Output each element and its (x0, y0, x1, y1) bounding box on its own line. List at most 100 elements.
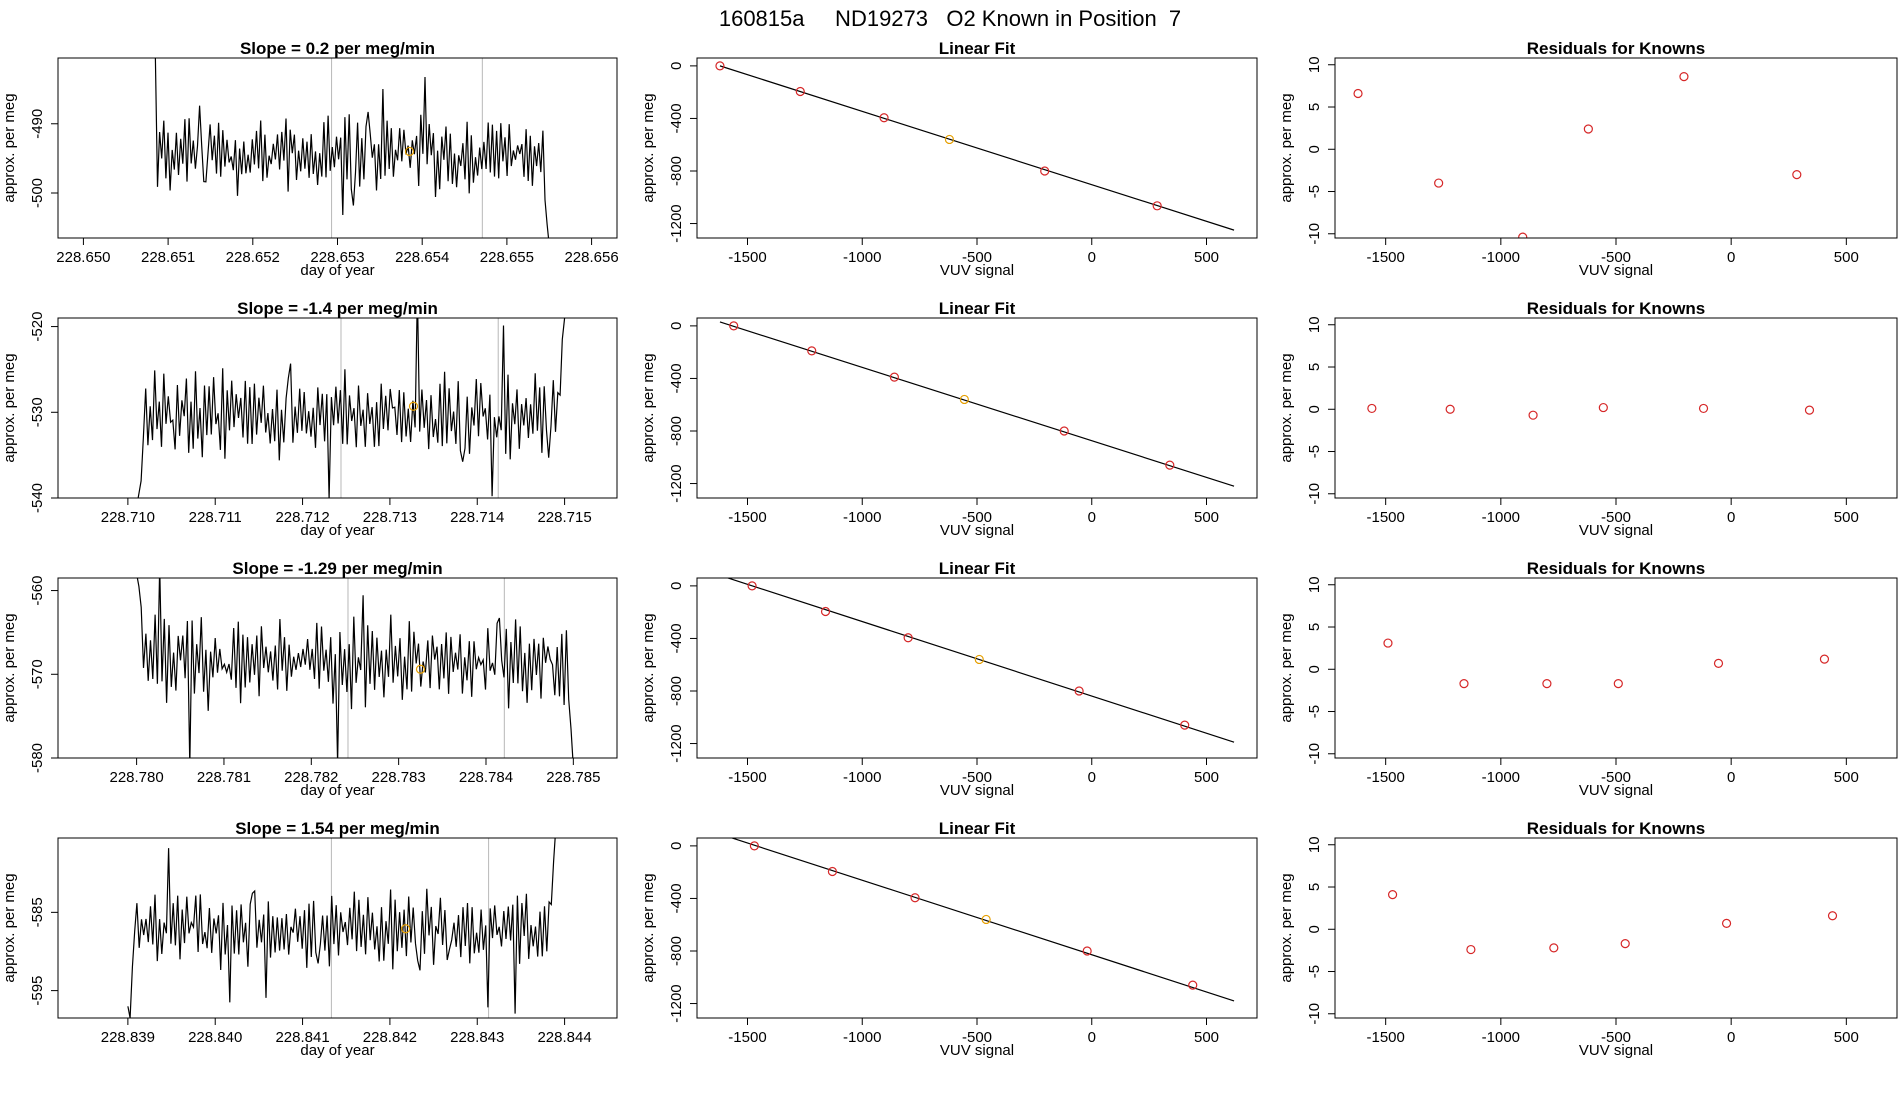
y-tick-label: 0 (1306, 925, 1323, 933)
plot-area (1367, 402, 1815, 420)
panel-title: Linear Fit (939, 39, 1016, 58)
x-axis-label: VUV signal (940, 782, 1014, 799)
y-tick-label: 0 (668, 582, 685, 590)
y-tick-label: -400 (668, 103, 685, 133)
x-tick-label: -1500 (728, 1029, 766, 1046)
panel-title: Linear Fit (939, 819, 1016, 838)
residual-point (1434, 178, 1444, 188)
plot-frame (696, 577, 1258, 759)
plot-area (137, 318, 566, 498)
trace-panel-3: Slope = -1.29 per meg/min 228.780 228.781 2… (1, 559, 618, 799)
y-tick-label: -800 (668, 156, 685, 186)
x-tick-label: -1500 (1366, 509, 1404, 526)
y-axis-label: approx. per meg (640, 873, 657, 982)
x-tick-label: 0 (1727, 1029, 1735, 1046)
y-tick-label: 0 (668, 322, 685, 330)
plot-frame (1334, 837, 1898, 1019)
fit-panel-1: Linear Fit -1500 -1000 -500 0 500 VUV signal -1… (640, 39, 1258, 279)
residual-point (1679, 71, 1689, 82)
plot-area (719, 321, 1235, 487)
fit-panel-3: Linear Fit -1500 -1000 -500 0 500 VUV signal -1… (640, 559, 1258, 799)
x-axis-label: VUV signal (1579, 522, 1653, 539)
y-tick-label: -10 (1306, 223, 1323, 245)
plot-frame (696, 317, 1258, 499)
highlight-point (408, 401, 419, 411)
trace-panel-2: Slope = -1.4 per meg/min 228.710 228.711 22… (1, 299, 618, 539)
y-tick-label: -530 (29, 397, 46, 427)
y-tick-label: -10 (1306, 743, 1323, 765)
y-tick-label: -800 (668, 676, 685, 706)
x-tick-label: 0 (1088, 769, 1096, 786)
residual-point (1445, 404, 1455, 414)
y-tick-label: -5 (1306, 965, 1323, 978)
residual-point (1583, 124, 1593, 134)
residual-point (1367, 403, 1377, 414)
x-tick-label: -500 (962, 1029, 992, 1046)
fit-line (726, 578, 1235, 743)
residual-point (1819, 654, 1830, 664)
residual-point (1528, 410, 1538, 420)
panel-title: Slope = -1.4 per meg/min (237, 299, 438, 318)
known-point (795, 86, 805, 97)
y-axis-label: approx. per meg (1, 93, 18, 202)
plot-frame (57, 577, 618, 759)
x-axis-label: day of year (300, 1042, 374, 1059)
trace-line (154, 58, 550, 238)
panel-title: Linear Fit (939, 299, 1016, 318)
known-point (1059, 426, 1069, 436)
known-point (820, 606, 831, 617)
plot-area (136, 578, 574, 758)
x-tick-label: 228.656 (564, 249, 618, 266)
x-tick-label: -1000 (1482, 769, 1520, 786)
x-tick-label: -1500 (1366, 249, 1404, 266)
fit-line (719, 321, 1235, 487)
x-axis-label: VUV signal (1579, 1042, 1653, 1059)
x-tick-label: 228.650 (56, 249, 110, 266)
x-axis-label: VUV signal (1579, 782, 1653, 799)
x-tick-label: 228.783 (372, 769, 426, 786)
x-axis-label: day of year (300, 522, 374, 539)
residual-point (1713, 658, 1724, 668)
y-tick-label: -595 (29, 976, 46, 1006)
y-tick-label: 0 (1306, 665, 1323, 673)
plot-area (1387, 890, 1838, 955)
y-tick-label: -1200 (668, 464, 685, 502)
y-tick-label: -800 (668, 416, 685, 446)
x-tick-label: -1500 (728, 769, 766, 786)
x-tick-label: 0 (1727, 249, 1735, 266)
plot-frame (57, 837, 618, 1019)
x-tick-label: 228.715 (537, 509, 591, 526)
fit-line (719, 65, 1235, 231)
known-point (879, 113, 889, 123)
residuals-panel-1: Residuals for Knowns -1500 -1000 -500 0 500 VU… (1278, 39, 1898, 279)
x-axis-label: VUV signal (1579, 262, 1653, 279)
trace-line (136, 578, 574, 758)
x-tick-label: -1500 (728, 509, 766, 526)
y-tick-label: -1200 (668, 724, 685, 762)
x-tick-label: 228.710 (101, 509, 155, 526)
x-tick-label: 0 (1727, 769, 1735, 786)
y-tick-label: -10 (1306, 1003, 1323, 1025)
y-tick-label: -400 (668, 363, 685, 393)
x-tick-label: 500 (1194, 769, 1219, 786)
x-tick-label: 500 (1194, 509, 1219, 526)
plot-frame (696, 837, 1258, 1019)
known-point (807, 346, 817, 356)
plot-frame (1334, 317, 1898, 499)
plot-area (1383, 638, 1830, 689)
y-tick-label: 0 (1306, 145, 1323, 153)
y-tick-label: 5 (1306, 623, 1323, 631)
x-tick-label: -1000 (843, 769, 881, 786)
x-tick-label: 500 (1834, 249, 1859, 266)
plot-area (1353, 71, 1802, 238)
y-tick-label: 10 (1306, 56, 1323, 73)
known-point (1188, 980, 1198, 990)
residuals-panel-4: Residuals for Knowns -1500 -1000 -500 0 500 VU… (1278, 819, 1898, 1059)
panel-title: Residuals for Knowns (1527, 819, 1706, 838)
panel-title: Residuals for Knowns (1527, 299, 1706, 318)
x-axis-label: VUV signal (940, 522, 1014, 539)
y-tick-label: -585 (29, 897, 46, 927)
fit-line (730, 838, 1235, 1002)
y-tick-label: 10 (1306, 836, 1323, 853)
y-tick-label: -800 (668, 936, 685, 966)
